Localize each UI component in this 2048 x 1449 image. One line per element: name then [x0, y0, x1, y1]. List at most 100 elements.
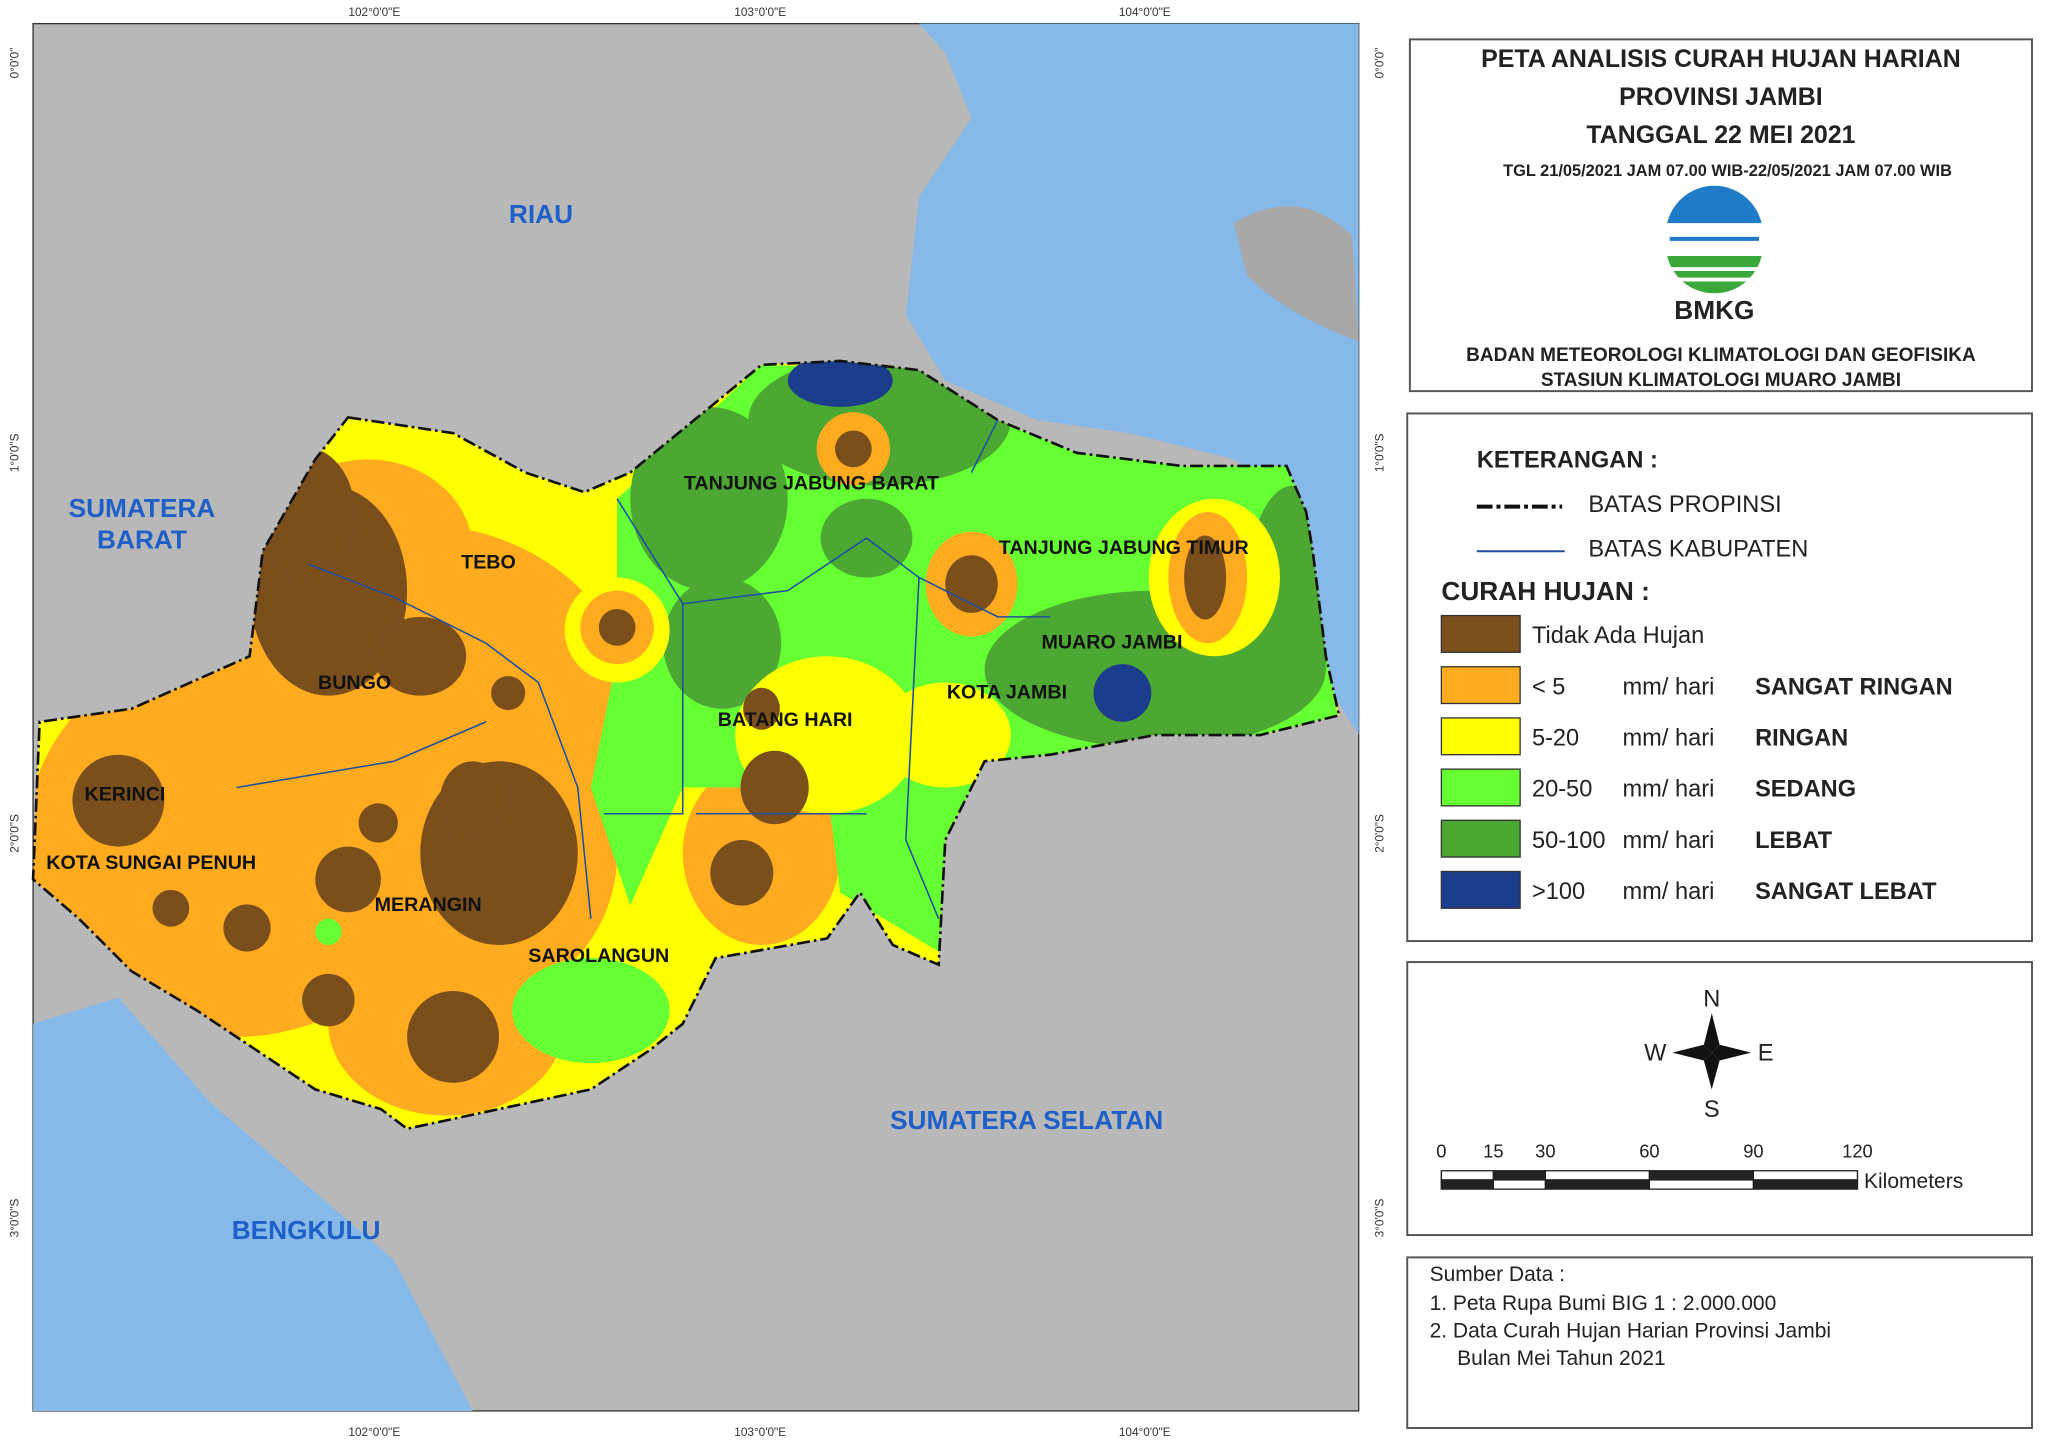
- compass-label: S: [1704, 1097, 1720, 1123]
- legend-class: SANGAT LEBAT: [1755, 879, 1937, 905]
- title: PETA ANALISIS CURAH HUJAN HARIAN: [1481, 45, 1961, 73]
- scale-segment: [1752, 1179, 1859, 1190]
- lon-label: 104°0'0"E: [1119, 5, 1171, 19]
- scale-bar: 0 15 30 60 90 120 Kilometers: [1436, 1141, 1963, 1193]
- legend-label: 50-100: [1532, 828, 1606, 854]
- legend-label: mm/ hari: [1623, 828, 1715, 854]
- island: [1234, 206, 1359, 342]
- lat-label: 1°0'0"S: [1373, 433, 1387, 472]
- source-item: 2. Data Curah Hujan Harian Provinsi Jamb…: [1430, 1319, 1832, 1342]
- region-label: BENGKULU: [232, 1215, 381, 1245]
- map-frame: [31, 22, 1360, 1412]
- lon-label: 103°0'0"E: [734, 1425, 786, 1439]
- legend-swatch: [1440, 614, 1521, 653]
- compass-box: N S W E 0 15 30 60 90 120 Kilometers: [1406, 961, 2033, 1237]
- district-label: MERANGIN: [375, 894, 482, 916]
- period: TGL 21/05/2021 JAM 07.00 WIB-22/05/2021 …: [1503, 162, 1952, 180]
- legend-items: Tidak Ada Hujan < 5 mm/ hari SANGAT RINGAN 5…: [1440, 614, 1953, 909]
- source-item: 1. Peta Rupa Bumi BIG 1 : 2.000.000: [1430, 1292, 1777, 1315]
- district-label: KOTA SUNGAI PENUH: [46, 852, 256, 874]
- legend-box: KETERANGAN : BATAS PROPINSI BATAS KABUPA…: [1406, 412, 2033, 943]
- district-label: SAROLANGUN: [528, 945, 669, 967]
- legend-label: BATAS PROPINSI: [1588, 492, 1781, 518]
- region-label: BARAT: [97, 525, 187, 555]
- legend-label: mm/ hari: [1623, 777, 1715, 803]
- legend-label: BATAS KABUPATEN: [1588, 537, 1808, 563]
- compass-label: W: [1644, 1041, 1667, 1067]
- scale-label: 15: [1483, 1141, 1503, 1162]
- legend-swatch: [1440, 819, 1521, 858]
- legend-title: KETERANGAN :: [1477, 447, 1658, 473]
- scale-label: 120: [1842, 1141, 1873, 1162]
- sea: [905, 23, 1359, 735]
- sources-box: Sumber Data : 1. Peta Rupa Bumi BIG 1 : …: [1406, 1256, 2033, 1429]
- lat-label: 3°0'0"S: [8, 1199, 22, 1238]
- compass-label: N: [1703, 987, 1720, 1013]
- legend-label: >100: [1532, 879, 1585, 905]
- agency: STASIUN KLIMATOLOGI MUARO JAMBI: [1541, 370, 1901, 391]
- scale-label: 0: [1436, 1141, 1446, 1162]
- rainfall: [33, 360, 1339, 1129]
- district-label: BUNGO: [318, 672, 391, 694]
- source-note: Bulan Mei Tahun 2021: [1457, 1347, 1666, 1370]
- lat-label: 2°0'0"S: [1373, 814, 1387, 853]
- legend-title: CURAH HUJAN :: [1441, 576, 1650, 606]
- legend-label: mm/ hari: [1623, 726, 1715, 752]
- agency: BADAN METEOROLOGI KLIMATOLOGI DAN GEOFIS…: [1466, 345, 1976, 366]
- legend-label: Tidak Ada Hujan: [1532, 623, 1704, 649]
- legend-label: < 5: [1532, 674, 1565, 700]
- title: PROVINSI JAMBI: [1619, 83, 1823, 111]
- scale-segment: [1544, 1179, 1651, 1190]
- lon-label: 103°0'0"E: [734, 5, 786, 19]
- legend-class: LEBAT: [1755, 828, 1833, 854]
- district-label: BATANG HARI: [718, 709, 853, 731]
- scale-segment: [1752, 1170, 1859, 1181]
- bmkg-logo: [1665, 185, 1763, 294]
- region-labels: RIAU SUMATERA BARAT SUMATERA SELATAN BEN…: [46, 199, 1248, 1245]
- district-label: KERINCI: [84, 784, 165, 806]
- legend-label: mm/ hari: [1623, 674, 1715, 700]
- scale-label: 60: [1639, 1141, 1659, 1162]
- scale-unit: Kilometers: [1864, 1170, 1963, 1193]
- graticule-labels: 102°0'0"E 103°0'0"E 104°0'0"E 102°0'0"E …: [8, 5, 1387, 1439]
- legend-swatch: [1440, 717, 1521, 756]
- legend-class: RINGAN: [1755, 726, 1848, 752]
- scale-segment: [1492, 1179, 1547, 1190]
- legend-class: SEDANG: [1755, 777, 1856, 803]
- lon-label: 102°0'0"E: [348, 1425, 400, 1439]
- lon-label: 102°0'0"E: [348, 5, 400, 19]
- lat-label: 1°0'0"S: [8, 433, 22, 472]
- scale-label: 30: [1535, 1141, 1555, 1162]
- scale-segment: [1648, 1170, 1755, 1181]
- sources-title: Sumber Data :: [1430, 1263, 1565, 1286]
- district-label: TANJUNG JABUNG TIMUR: [999, 537, 1249, 559]
- scale-segment: [1492, 1170, 1547, 1181]
- scale-segment: [1440, 1170, 1495, 1181]
- logo-text: BMKG: [1674, 295, 1754, 325]
- legend-swatch: [1440, 666, 1521, 705]
- scale-segment: [1440, 1179, 1495, 1190]
- lon-label: 104°0'0"E: [1119, 1425, 1171, 1439]
- lat-label: 0°0'0": [8, 48, 22, 79]
- scale-segment: [1544, 1170, 1651, 1181]
- legend-swatch: [1440, 768, 1521, 807]
- district-label: MUARO JAMBI: [1041, 631, 1182, 653]
- legend-label: mm/ hari: [1623, 879, 1715, 905]
- scale-segment: [1648, 1179, 1755, 1190]
- district-label: TANJUNG JABUNG BARAT: [684, 473, 939, 495]
- lat-label: 2°0'0"S: [8, 814, 22, 853]
- lat-label: 3°0'0"S: [1373, 1199, 1387, 1238]
- lat-label: 0°0'0": [1373, 48, 1387, 79]
- scale-label: 90: [1743, 1141, 1763, 1162]
- district-label: TEBO: [461, 551, 516, 573]
- legend-swatch: [1440, 870, 1521, 909]
- district-label: KOTA JAMBI: [947, 681, 1067, 703]
- legend-label: 20-50: [1532, 777, 1592, 803]
- legend-label: 5-20: [1532, 726, 1579, 752]
- sea: [33, 997, 473, 1411]
- region-label: SUMATERA: [69, 493, 216, 523]
- title: TANGGAL 22 MEI 2021: [1586, 121, 1855, 149]
- legend-class: SANGAT RINGAN: [1755, 674, 1953, 700]
